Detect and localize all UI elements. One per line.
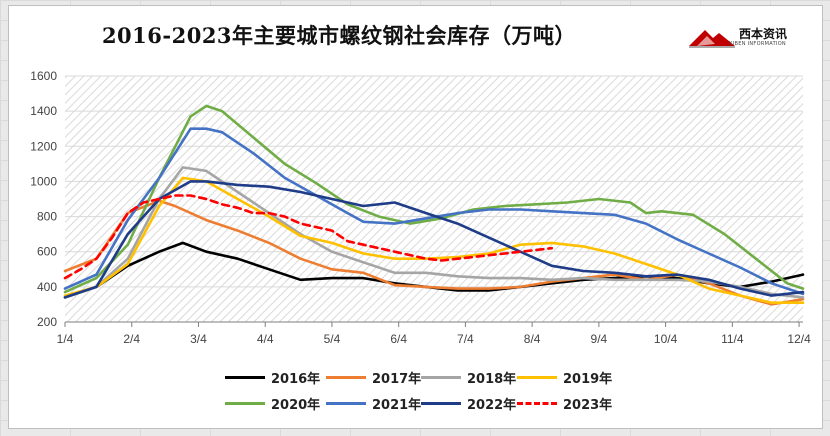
y-tick-label: 200: [37, 315, 57, 329]
x-tick-label: 10/4: [654, 332, 678, 346]
x-tick-label: 11/4: [721, 332, 744, 346]
series-line-2021: [63, 127, 805, 296]
mountain-logo-icon: [689, 30, 735, 48]
chart-title: 2016-2023年主要城市螺纹钢社会库存（万吨）: [101, 23, 577, 48]
legend-label-2017: 2017年: [372, 371, 422, 387]
x-tick-label: 9/4: [591, 332, 608, 346]
x-tick-label: 4/4: [257, 332, 274, 346]
legend-swatch-2019: [517, 375, 557, 379]
legend-item-2021: 2021年: [326, 394, 422, 413]
y-tick-label: 800: [37, 210, 57, 224]
legend-swatch-2018: [421, 375, 461, 379]
legend-label-2016: 2016年: [271, 371, 321, 387]
series-line-2023: [63, 194, 554, 280]
line-chart: 200 400 600 800 1000 1200 1400 1600 1/4 2/4 3/4 4/4…: [30, 69, 811, 346]
legend-swatch-2017: [326, 375, 366, 379]
x-tick-label: 7/4: [457, 332, 474, 346]
legend-swatch-2020: [225, 401, 265, 405]
y-tick-label: 1000: [30, 174, 57, 188]
x-tick-label: 12/4: [787, 332, 811, 346]
x-tick-label: 5/4: [324, 332, 341, 346]
chart-legend: 2016年 2017年 2018年 2019年 2020年 2021年 2022…: [225, 368, 645, 414]
legend-label-2020: 2020年: [271, 397, 321, 413]
legend-item-2018: 2018年: [421, 368, 517, 387]
y-tick-label: 1200: [30, 139, 57, 153]
plot-area-hatch: [65, 76, 803, 322]
x-tick-label: 6/4: [390, 332, 407, 346]
legend-label-2019: 2019年: [563, 371, 613, 387]
x-tick-label: 3/4: [190, 332, 207, 346]
legend-item-2016: 2016年: [225, 368, 321, 387]
y-tick-label: 1600: [30, 69, 57, 83]
y-tick-label: 400: [37, 280, 57, 294]
legend-item-2023: 2023年: [517, 394, 613, 413]
legend-swatch-2021: [326, 401, 366, 405]
series-line-2022: [63, 180, 805, 299]
legend-swatch-2016: [225, 375, 265, 379]
x-tick-label: 2/4: [123, 332, 140, 346]
legend-item-2022: 2022年: [421, 394, 517, 413]
legend-label-2018: 2018年: [467, 371, 517, 387]
brand-name: 西本资讯: [739, 27, 788, 41]
legend-item-2020: 2020年: [225, 394, 321, 413]
series-line-2018: [63, 166, 805, 299]
legend-swatch-2022: [421, 401, 461, 405]
brand-subtitle: XIBEN INFORMATION: [729, 41, 786, 47]
y-tick-label: 1400: [30, 104, 57, 118]
x-tick-label: 8/4: [524, 332, 541, 346]
legend-label-2023: 2023年: [563, 397, 613, 413]
chart-card[interactable]: 2016-2023年主要城市螺纹钢社会库存（万吨） 西本资讯 XIBEN INF…: [8, 5, 823, 429]
brand-logo: 西本资讯 XIBEN INFORMATION: [689, 24, 804, 54]
legend-item-2019: 2019年: [517, 368, 613, 387]
legend-label-2022: 2022年: [467, 397, 517, 413]
legend-item-2017: 2017年: [326, 368, 422, 387]
x-tick-label: 1/4: [57, 332, 74, 346]
legend-swatch-2023: [517, 401, 557, 405]
y-tick-label: 600: [37, 245, 57, 259]
legend-label-2021: 2021年: [372, 397, 422, 413]
